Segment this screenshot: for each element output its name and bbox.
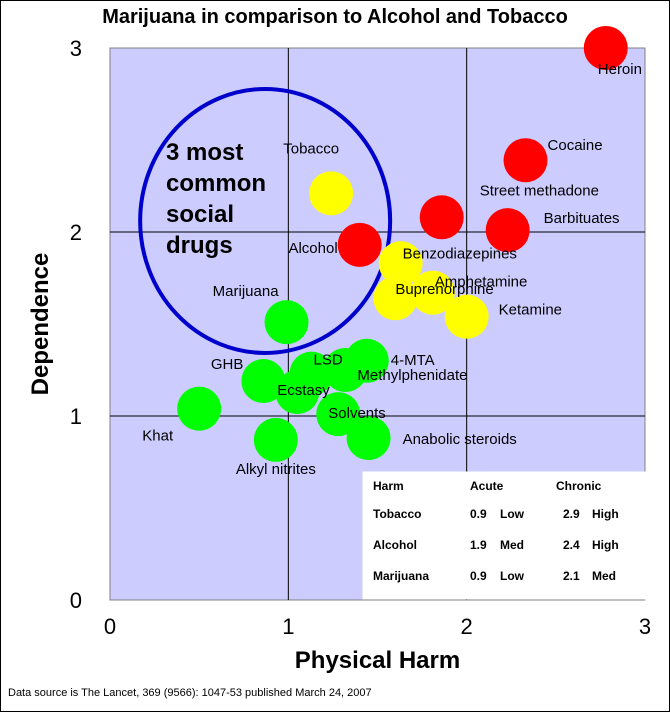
- point-label: Alkyl nitrites: [236, 461, 316, 478]
- y-tick-label: 1: [70, 404, 82, 429]
- table-cell-chronic-level: Med: [592, 569, 616, 583]
- table-cell-drug: Marijuana: [373, 569, 429, 583]
- point-label: Khat: [142, 428, 174, 445]
- annotation-text: common: [166, 170, 266, 197]
- table-header: Acute: [470, 479, 504, 493]
- table-cell-acute-value: 0.9: [470, 507, 487, 521]
- table-header: Chronic: [556, 479, 602, 493]
- point-heroin: [583, 26, 628, 70]
- table-cell-acute-level: Med: [500, 538, 524, 552]
- point-label: Barbituates: [544, 210, 620, 227]
- table-cell-acute-level: Low: [500, 569, 525, 583]
- point-label: Methylphenidate: [357, 367, 467, 384]
- y-tick-label: 0: [70, 588, 82, 613]
- point-label: Amphetamine: [435, 274, 528, 291]
- point-label: LSD: [314, 352, 343, 369]
- x-tick-label: 2: [461, 614, 473, 639]
- x-axis-label: Physical Harm: [295, 647, 460, 674]
- point-label: Solvents: [328, 405, 386, 422]
- point-label: Anabolic steroids: [403, 431, 517, 448]
- point-khat: [177, 386, 222, 431]
- table-cell-acute-value: 1.9: [470, 538, 487, 552]
- point-amphetamine: [410, 270, 455, 315]
- point-tobacco: [309, 171, 354, 216]
- y-axis-label: Dependence: [27, 253, 54, 396]
- x-tick-label: 3: [639, 614, 651, 639]
- y-tick-label: 2: [70, 220, 82, 245]
- point-benzodiazepines: [378, 241, 423, 286]
- annotation-text: drugs: [166, 232, 233, 259]
- table-cell-chronic-level: High: [592, 538, 619, 552]
- point-alcohol: [337, 222, 382, 267]
- point-ghb: [241, 359, 286, 404]
- point-label: Marijuana: [213, 283, 280, 300]
- point-methylphenidate: [323, 348, 368, 392]
- point-anabolic-steroids: [346, 416, 391, 461]
- harm-table: [362, 471, 646, 600]
- point-buprenorphine: [373, 276, 418, 321]
- point-solvents: [316, 392, 361, 437]
- table-cell-acute-value: 0.9: [470, 569, 487, 583]
- point-marijuana: [264, 300, 309, 345]
- point-ecstasy: [275, 370, 320, 415]
- table-cell-chronic-level: High: [592, 507, 619, 521]
- y-tick-label: 3: [70, 36, 82, 61]
- x-tick-label: 1: [282, 614, 294, 639]
- point-cocaine: [503, 138, 548, 183]
- point-barbituates: [485, 208, 530, 253]
- point-label: Buprenorphine: [395, 281, 493, 298]
- x-tick-label: 0: [104, 614, 116, 639]
- table-cell-drug: Alcohol: [373, 538, 417, 552]
- table-header: Harm: [373, 479, 404, 493]
- point-label: Ketamine: [499, 302, 562, 319]
- table-cell-chronic-value: 2.9: [563, 507, 580, 521]
- point-label: GHB: [211, 356, 244, 373]
- table-cell-acute-level: Low: [500, 507, 525, 521]
- point-alkyl-nitrites: [253, 417, 298, 462]
- point-label: 4-MTA: [391, 352, 435, 369]
- point-street-methadone: [419, 195, 464, 240]
- annotation-text: 3 most: [166, 139, 243, 166]
- chart-title: Marijuana in comparison to Alcohol and T…: [102, 6, 568, 28]
- point-label: Heroin: [598, 61, 642, 78]
- point-label: Benzodiazepines: [403, 245, 517, 262]
- point-label: Tobacco: [283, 140, 339, 157]
- data-source-note: Data source is The Lancet, 369 (9566): 1…: [8, 687, 372, 699]
- point-label: Cocaine: [548, 137, 603, 154]
- point-label: Street methadone: [480, 182, 599, 199]
- annotation-text: social: [166, 201, 234, 228]
- point-label: Alcohol: [288, 240, 337, 257]
- table-cell-drug: Tobacco: [373, 507, 421, 521]
- point-label: Ecstasy: [277, 382, 330, 399]
- table-cell-chronic-value: 2.4: [563, 538, 580, 552]
- point-ketamine: [444, 294, 489, 339]
- annotation-ellipse: [138, 86, 393, 355]
- table-cell-chronic-value: 2.1: [563, 569, 580, 583]
